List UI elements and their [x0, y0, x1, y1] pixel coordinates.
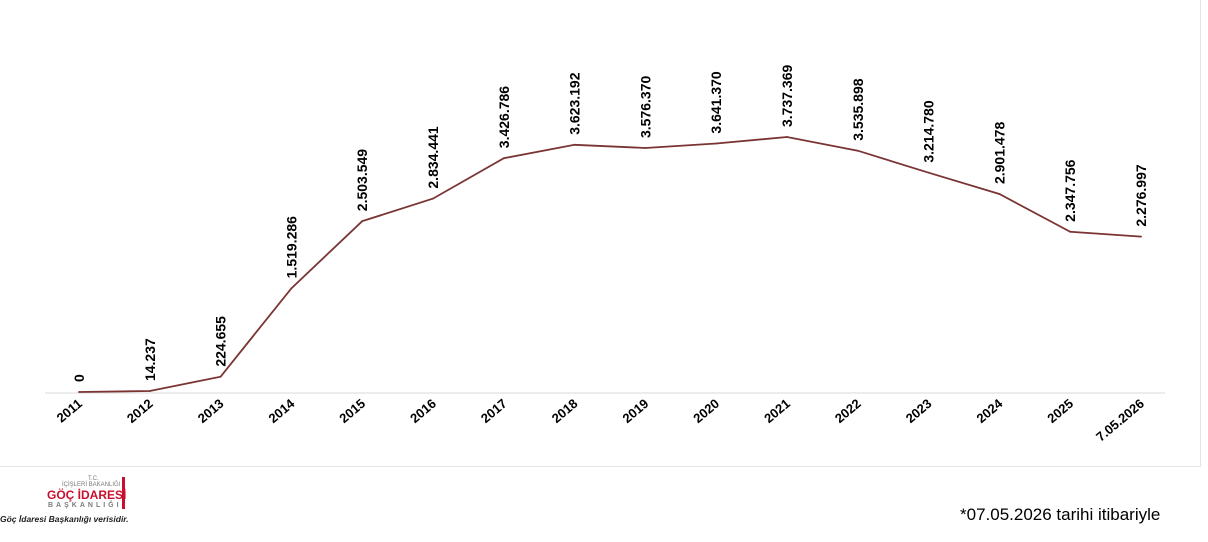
ministry-logo: T.C. İÇİŞLERİ BAKANLIĞI GÖÇ İDARESİ BAŞK… [0, 474, 170, 534]
data-point [715, 142, 718, 145]
data-point [290, 287, 293, 290]
x-tick-label: 2020 [690, 396, 722, 426]
data-point [78, 391, 80, 393]
data-point [502, 157, 505, 160]
x-tick-label: 2022 [832, 396, 864, 426]
data-point [856, 149, 859, 152]
x-tick-label: 2014 [266, 395, 298, 426]
data-label: 3.535.898 [850, 78, 866, 140]
x-tick-label: 2013 [195, 396, 227, 426]
line-chart: 0 2011 14.237 2012 224.655 2013 1.519.286 2014 2… [45, 65, 1165, 445]
x-tick-label: 7.05.2026 [1093, 396, 1147, 445]
data-label: 2.276.997 [1133, 164, 1149, 226]
data-point [1140, 235, 1142, 238]
data-label: 0 [71, 374, 87, 382]
x-tick-label: 2021 [761, 396, 793, 426]
x-tick-label: 2017 [478, 396, 510, 426]
x-tick-label: 2019 [620, 396, 652, 426]
series-line [78, 136, 1142, 393]
x-tick-label: 2023 [903, 396, 935, 426]
x-tick-label: 2012 [124, 396, 156, 426]
crescent-star-icon [1, 477, 125, 509]
data-point [1069, 230, 1072, 233]
x-tick-label: 2024 [974, 395, 1006, 426]
data-point [361, 220, 364, 223]
data-label: 224.655 [213, 316, 229, 367]
logo-ministry: İÇİŞLERİ BAKANLIĞI [62, 482, 121, 488]
data-point [573, 143, 576, 146]
data-point [148, 390, 151, 392]
data-label: 3.623.192 [567, 72, 583, 134]
data-point [432, 197, 434, 200]
data-label: 3.576.370 [637, 75, 653, 137]
logo-org-sub: BAŞKANLIĞI [48, 502, 122, 509]
data-label: 3.426.786 [496, 86, 512, 148]
x-tick-label: 2016 [407, 396, 439, 426]
data-point [786, 136, 788, 138]
data-label: 1.519.286 [283, 216, 299, 278]
data-label: 3.641.370 [708, 71, 724, 133]
logo-org-name: GÖÇ İDARESİ [47, 488, 127, 502]
source-note: Göç İdaresi Başkanlığı verisidir. [0, 514, 129, 524]
data-point [219, 375, 222, 378]
data-label: 2.347.756 [1062, 159, 1078, 221]
data-label: 2.901.478 [991, 122, 1007, 184]
data-point [644, 147, 647, 149]
data-label: 14.237 [142, 338, 158, 381]
data-point [927, 171, 930, 174]
data-label: 2.834.441 [425, 126, 441, 188]
x-tick-label: 2015 [336, 396, 368, 426]
logo-tc: T.C. [88, 476, 99, 482]
data-point [998, 193, 1001, 195]
data-label: 3.214.780 [921, 100, 937, 162]
chart-panel: 0 2011 14.237 2012 224.655 2013 1.519.286 2014 2… [0, 0, 1201, 467]
footnote: *07.05.2026 tarihi itibariyle [960, 505, 1161, 524]
data-label: 2.503.549 [354, 149, 370, 211]
x-tick-label: 2011 [54, 396, 85, 426]
data-label: 3.737.369 [779, 65, 795, 127]
x-tick-label: 2025 [1044, 396, 1076, 426]
x-tick-label: 2018 [549, 396, 581, 426]
